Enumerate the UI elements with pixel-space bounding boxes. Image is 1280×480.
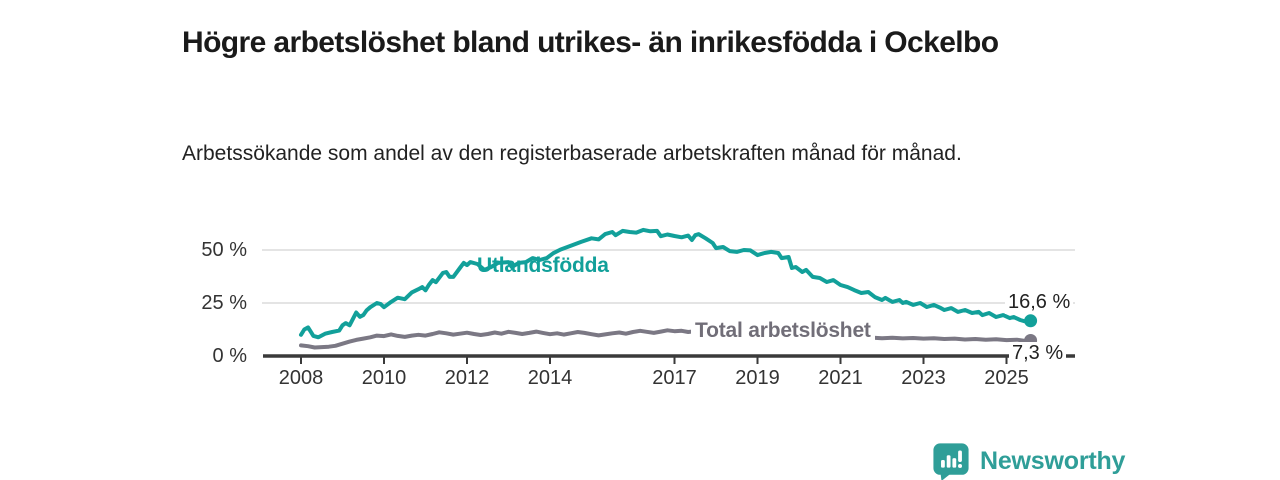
x-tick-label: 2025 [984, 367, 1029, 389]
x-tick-label: 2012 [444, 367, 490, 389]
brand-name: Newsworthy [980, 446, 1126, 475]
series-label-utlandsfodda: Utlandsfödda [477, 254, 609, 277]
y-tick-label: 50 % [201, 239, 247, 261]
end-value-label-utlandsfodda: 16,6 % [1005, 291, 1074, 314]
page-title: Högre arbetslöshet bland utrikes- än inr… [182, 26, 999, 60]
x-tick-label: 2021 [818, 367, 863, 389]
x-tick-label: 2010 [361, 367, 407, 389]
x-tick-label: 2017 [652, 367, 697, 389]
x-tick-label: 2019 [735, 367, 780, 389]
x-tick-label: 2008 [278, 367, 324, 389]
line-utlandsf-dda [299, 227, 1033, 340]
y-tick-label: 0 % [212, 345, 247, 367]
series-label-total-arbetsloshet: Total arbetslöshet [691, 319, 875, 343]
bar-chart-speech-bubble-icon [933, 443, 969, 480]
x-tick-label: 2023 [901, 367, 946, 389]
end-value-label-total: 7,3 % [1009, 342, 1067, 365]
x-tick-label: 2014 [527, 367, 573, 389]
line-total-arbetsl-shet [299, 328, 1033, 350]
y-tick-label: 25 % [201, 292, 247, 314]
newsworthy-logo: Newsworthy [932, 442, 1125, 480]
endpoint-dot-utlandsf-dda [1024, 314, 1038, 328]
page-subtitle: Arbetssökande som andel av den registerb… [182, 142, 962, 165]
